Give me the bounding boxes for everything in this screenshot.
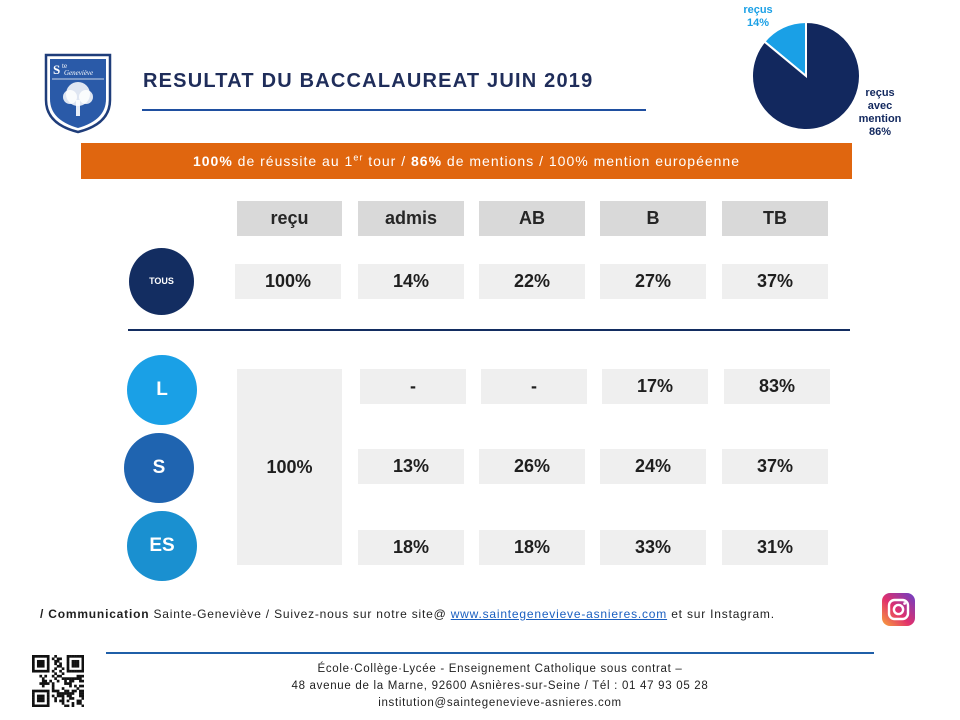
website-link[interactable]: www.saintegenevieve-asnieres.com — [450, 607, 668, 621]
qr-code-icon — [32, 655, 84, 707]
footer-email: institution@saintegenevieve-asnieres.com — [378, 697, 622, 709]
banner-text-3: de mentions / 100% mention européenne — [442, 153, 741, 169]
instagram-icon[interactable] — [882, 593, 915, 626]
pie-label-recus-line-0: reçus — [743, 4, 773, 16]
communication-line: / Communication Sainte-Geneviève / Suive… — [40, 607, 775, 621]
l-tb: 83% — [724, 369, 830, 404]
es-ab: 18% — [479, 530, 585, 565]
footer-divider — [106, 652, 874, 654]
banner-success-rate: 100% — [192, 153, 233, 169]
pie-label-mention: reçus avec mention 86% — [844, 87, 916, 139]
page-title: RESULTAT DU BACCALAUREAT JUIN 2019 — [143, 70, 594, 92]
tous-tb: 37% — [722, 264, 828, 299]
title-divider — [142, 109, 646, 111]
tous-ab: 22% — [479, 264, 585, 299]
pie-label-recus-line-1: 14% — [746, 17, 770, 29]
l-b: 17% — [602, 369, 708, 404]
series-recu-merged: 100% — [237, 369, 342, 565]
header-b: B — [600, 201, 706, 236]
communication-after: et sur Instagram. — [667, 607, 775, 621]
school-crest-icon: S te Geneviève — [44, 53, 112, 134]
s-b: 24% — [600, 449, 706, 484]
banner-mention-rate: 86% — [411, 153, 443, 169]
row-label-l: L — [127, 355, 197, 425]
es-admis: 18% — [358, 530, 464, 565]
row-label-es: ES — [127, 511, 197, 581]
communication-text: Sainte-Geneviève / Suivez-nous sur notre… — [149, 607, 451, 621]
header-tb: TB — [722, 201, 828, 236]
banner-text-2: tour / — [363, 153, 412, 169]
header-ab: AB — [479, 201, 585, 236]
tous-admis: 14% — [358, 264, 464, 299]
footer-school-type: École·Collège·Lycée - Enseignement Catho… — [317, 663, 683, 675]
row-label-s: S — [124, 433, 194, 503]
header-recu: reçu — [237, 201, 342, 236]
pie-label-mention-line-2: mention — [858, 113, 902, 125]
tous-recu: 100% — [235, 264, 341, 299]
es-tb: 31% — [722, 530, 828, 565]
crest-suffix: te — [62, 62, 67, 70]
s-tb: 37% — [722, 449, 828, 484]
crest-name: Geneviève — [64, 69, 93, 77]
banner-text-1: de réussite au 1 — [232, 153, 354, 169]
section-divider — [128, 329, 850, 331]
s-admis: 13% — [358, 449, 464, 484]
communication-label: / Communication — [40, 607, 150, 621]
l-admis: - — [360, 369, 466, 404]
pie-slice-recus-avec-mention — [751, 20, 861, 131]
tous-b: 27% — [600, 264, 706, 299]
pie-label-recus: reçus 14% — [726, 4, 790, 30]
l-ab: - — [481, 369, 587, 404]
pie-label-mention-line-3: 86% — [868, 126, 892, 138]
banner-superscript: er — [353, 152, 364, 163]
crest-initial: S — [53, 62, 60, 77]
s-ab: 26% — [479, 449, 585, 484]
results-pie-chart — [751, 20, 861, 131]
pie-label-mention-line-1: avec — [867, 100, 893, 112]
results-banner: 100% de réussite au 1er tour / 86% de me… — [81, 143, 852, 179]
row-label-tous: TOUS — [129, 248, 194, 315]
pie-label-mention-line-0: reçus — [865, 87, 895, 99]
es-b: 33% — [600, 530, 706, 565]
header-admis: admis — [358, 201, 464, 236]
footer-address: 48 avenue de la Marne, 92600 Asnières-su… — [291, 680, 709, 692]
